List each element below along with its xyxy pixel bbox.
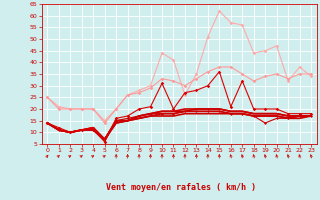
Text: Vent moyen/en rafales ( km/h ): Vent moyen/en rafales ( km/h )	[106, 183, 256, 192]
